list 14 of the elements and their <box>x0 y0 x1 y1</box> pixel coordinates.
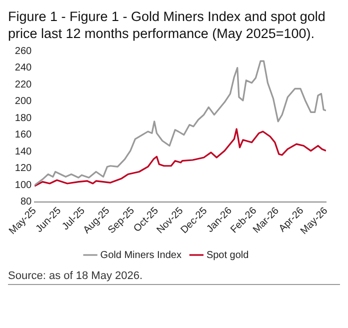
y-tick-label: 260 <box>14 46 32 57</box>
y-tick-label: 220 <box>14 79 32 90</box>
y-tick-label: 120 <box>14 163 32 174</box>
y-tick-label: 180 <box>14 112 32 124</box>
y-tick-label: 80 <box>20 196 32 208</box>
y-tick-label: 140 <box>14 146 32 158</box>
legend-label: Spot gold <box>206 250 249 261</box>
chart-title: Figure 1 - Figure 1 - Gold Miners Index and spot gold price last 12 months performance (May 2025=100). <box>8 8 326 42</box>
legend-label: Gold Miners Index <box>100 250 182 261</box>
y-tick-label: 200 <box>14 96 32 108</box>
source-note: Source: as of 18 May 2026. <box>8 270 340 285</box>
y-tick-label: 100 <box>14 180 32 191</box>
y-tick-label: 160 <box>14 130 32 141</box>
y-tick-label: 240 <box>14 62 32 74</box>
